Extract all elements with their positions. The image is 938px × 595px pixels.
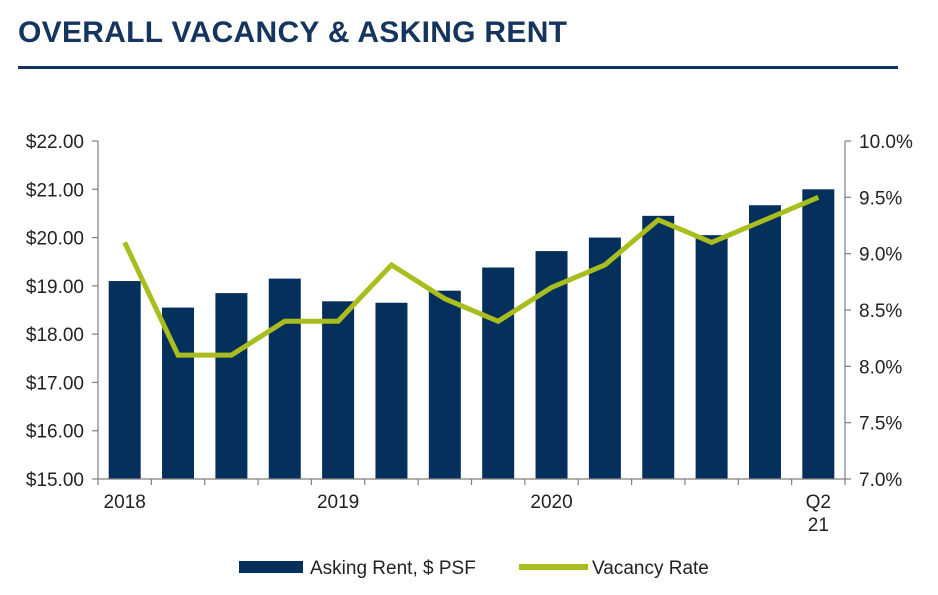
bar-asking-rent	[695, 235, 728, 479]
left-tick-label: $22.00	[26, 132, 84, 153]
bar-asking-rent	[428, 290, 461, 479]
legend-label-asking-rent: Asking Rent, $ PSF	[310, 558, 476, 579]
x-tick-label: 2020	[530, 492, 572, 513]
right-tick-label: 9.5%	[859, 188, 902, 209]
x-tick-label: Q2	[806, 492, 831, 513]
bar-asking-rent	[748, 205, 781, 479]
legend-label-vacancy-rate: Vacancy Rate	[592, 558, 709, 579]
left-tick-label: $16.00	[26, 422, 84, 443]
legend-swatch-asking-rent	[239, 561, 303, 573]
left-tick-label: $19.00	[26, 277, 84, 298]
bar-asking-rent	[642, 215, 675, 480]
left-tick-label: $20.00	[26, 229, 84, 250]
right-tick-label: 7.0%	[859, 470, 902, 491]
bar-asking-rent	[588, 237, 621, 479]
right-tick-label: 10.0%	[859, 132, 913, 153]
x-tick-label: 2018	[104, 492, 146, 513]
title-underline	[18, 66, 898, 69]
x-tick-label: 2019	[317, 492, 359, 513]
bar-asking-rent	[268, 278, 301, 479]
bar-asking-rent	[375, 302, 408, 479]
chart-title: OVERALL VACANCY & ASKING RENT	[18, 16, 568, 49]
left-tick-label: $17.00	[26, 373, 84, 394]
right-tick-label: 8.5%	[859, 301, 902, 322]
bar-asking-rent	[108, 281, 141, 479]
left-tick-label: $18.00	[26, 325, 84, 346]
bar-asking-rent	[322, 301, 355, 479]
bar-asking-rent	[802, 189, 835, 480]
left-tick-label: $21.00	[26, 180, 84, 201]
right-tick-label: 9.0%	[859, 245, 902, 266]
x-tick-label: 21	[808, 515, 829, 536]
bar-asking-rent	[215, 293, 248, 479]
right-tick-label: 8.0%	[859, 357, 902, 378]
right-tick-label: 7.5%	[859, 414, 902, 435]
vacancy-rate-line	[122, 195, 820, 358]
bar-asking-rent	[482, 267, 515, 479]
left-tick-label: $15.00	[26, 470, 84, 491]
